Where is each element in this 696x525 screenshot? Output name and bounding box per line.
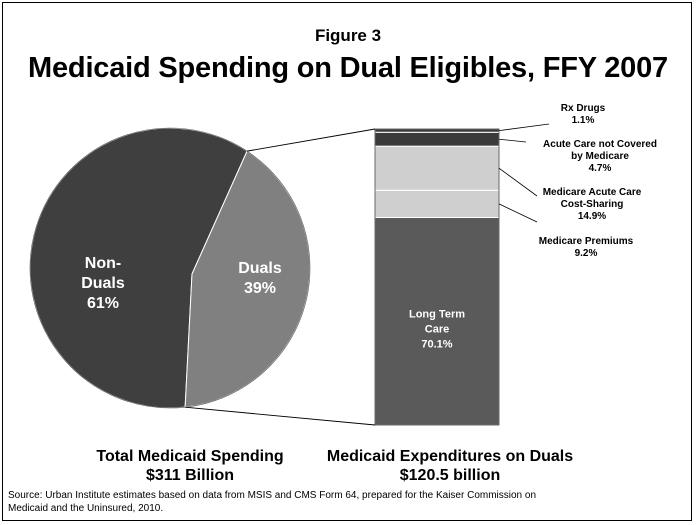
bar-long-term-care-label: Care bbox=[425, 323, 449, 335]
bar-segment-medicare-premiums-label: Medicare Premiums bbox=[539, 236, 634, 247]
bar-segment-medicare-acute-cost-sharing-value: 14.9% bbox=[578, 211, 606, 222]
bar-segment-acute-not-covered-label: Acute Care not Covered bbox=[543, 139, 657, 150]
bar-segment-acute-not-covered-label: by Medicare bbox=[571, 151, 629, 162]
connector-top bbox=[246, 128, 376, 152]
bar-caption-line1: Medicaid Expenditures on Duals bbox=[326, 448, 574, 465]
bar-segment-medicare-acute-cost-sharing-label: Medicare Acute Care bbox=[543, 187, 642, 198]
pie-non-duals-label: Duals bbox=[81, 275, 125, 292]
bar-segment-medicare-premiums-leader-line bbox=[498, 203, 538, 223]
pie-caption-line2: $311 Billion bbox=[145, 467, 235, 484]
pie-caption: Total Medicaid Spending $311 Billion bbox=[60, 447, 320, 485]
pie-non-duals-value: 61% bbox=[87, 295, 119, 312]
bar-segment-acute-not-covered-value: 4.7% bbox=[589, 163, 612, 174]
bar-caption: Medicaid Expenditures on Duals $120.5 bi… bbox=[300, 447, 600, 485]
connector-bottom bbox=[185, 406, 376, 426]
bar-long-term-care-label: Long Term bbox=[409, 308, 465, 320]
bar-segment-rx-drugs-value: 1.1% bbox=[572, 115, 595, 126]
pie-chart: Non- Duals 61% Duals 39% bbox=[29, 127, 311, 409]
pie-non-duals-label: Non- bbox=[85, 255, 121, 272]
bar-segment-medicare-premiums-value: 9.2% bbox=[575, 248, 598, 259]
chart-title: Medicaid Spending on Dual Eligibles, FFY… bbox=[28, 52, 668, 84]
bar-segment-medicare-acute-cost-sharing-label: Cost-Sharing bbox=[561, 199, 624, 210]
bar-segment-medicare-acute-cost-sharing bbox=[374, 145, 500, 191]
pie-duals-value: 39% bbox=[244, 280, 276, 297]
bar-segment-rx-drugs-leader-line bbox=[498, 123, 550, 132]
bar-segment-medicare-acute-cost-sharing-leader-line bbox=[498, 167, 538, 197]
pie-to-bar-connectors bbox=[185, 128, 376, 426]
bar-caption-line2: $120.5 billion bbox=[399, 467, 501, 484]
pie-duals-label: Duals bbox=[238, 260, 282, 277]
bar-segment-long-term-care bbox=[374, 217, 500, 426]
bar-segment-rx-drugs-label: Rx Drugs bbox=[561, 103, 606, 114]
bar-segment-acute-not-covered-leader-line bbox=[498, 138, 527, 143]
figure-label: Figure 3 bbox=[314, 26, 382, 45]
bar-segment-rx-drugs bbox=[374, 128, 500, 133]
bar-segment-acute-not-covered bbox=[374, 131, 500, 147]
bar-segment-medicare-premiums bbox=[374, 189, 500, 219]
pie-outline bbox=[29, 127, 311, 409]
bar-long-term-care-value: 70.1% bbox=[421, 338, 452, 350]
pie-caption-line1: Total Medicaid Spending bbox=[96, 448, 284, 465]
source-note: Source: Urban Institute estimates based … bbox=[8, 490, 537, 514]
bar-outline bbox=[374, 128, 500, 426]
